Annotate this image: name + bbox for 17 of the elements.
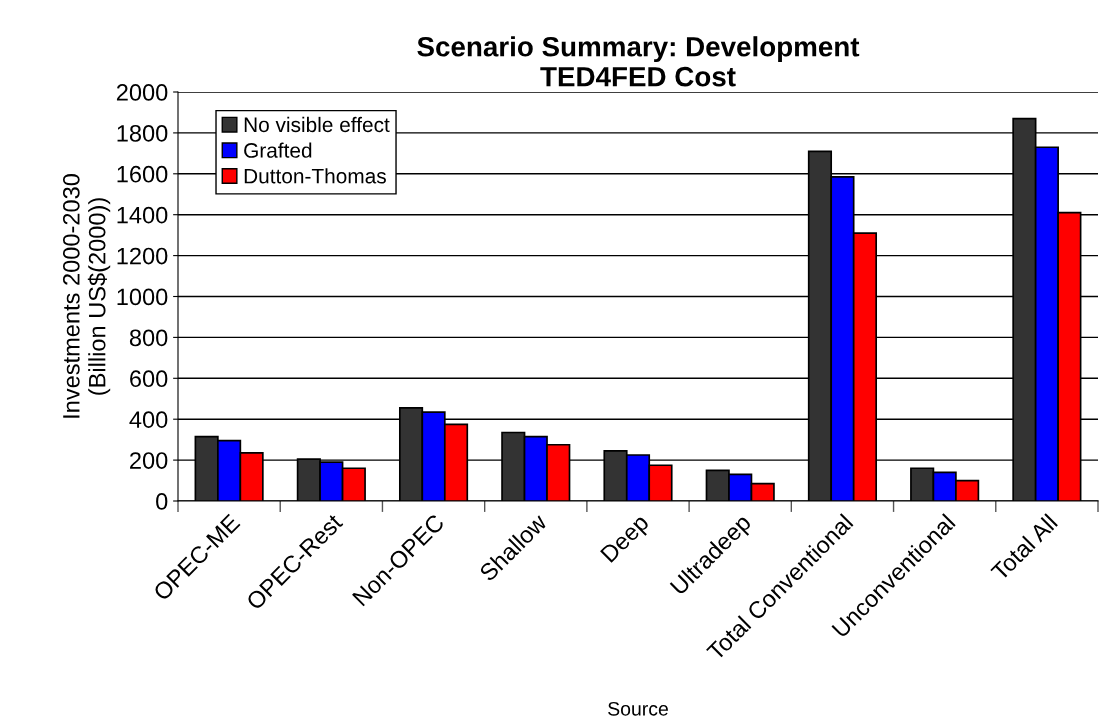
y-tick-label: 1400 (117, 206, 168, 224)
chart-title: Scenario Summary: Development TED4FED Cost (417, 36, 860, 87)
y-tick-label: 600 (130, 370, 168, 388)
y-tick-label: 1800 (117, 124, 168, 142)
y-tick-label: 1000 (117, 288, 168, 306)
y-tick-label: 800 (129, 329, 168, 347)
y-tick-label: 1600 (117, 165, 168, 183)
y-tick-label: 2000 (116, 84, 168, 101)
y-tick-label: 400 (129, 411, 168, 428)
legend-label: No visible effect (244, 116, 390, 133)
x-axis-title: Source (608, 701, 668, 716)
legend-label: Dutton-Thomas (244, 168, 386, 184)
y-tick-label: 0 (156, 493, 168, 510)
legend-label: Grafted (244, 142, 312, 158)
y-tick-label: 1200 (117, 247, 168, 265)
y-axis-title: Investments 2000-2030 (Billion US$(2000)) (62, 174, 111, 418)
y-tick-label: 200 (130, 452, 168, 469)
